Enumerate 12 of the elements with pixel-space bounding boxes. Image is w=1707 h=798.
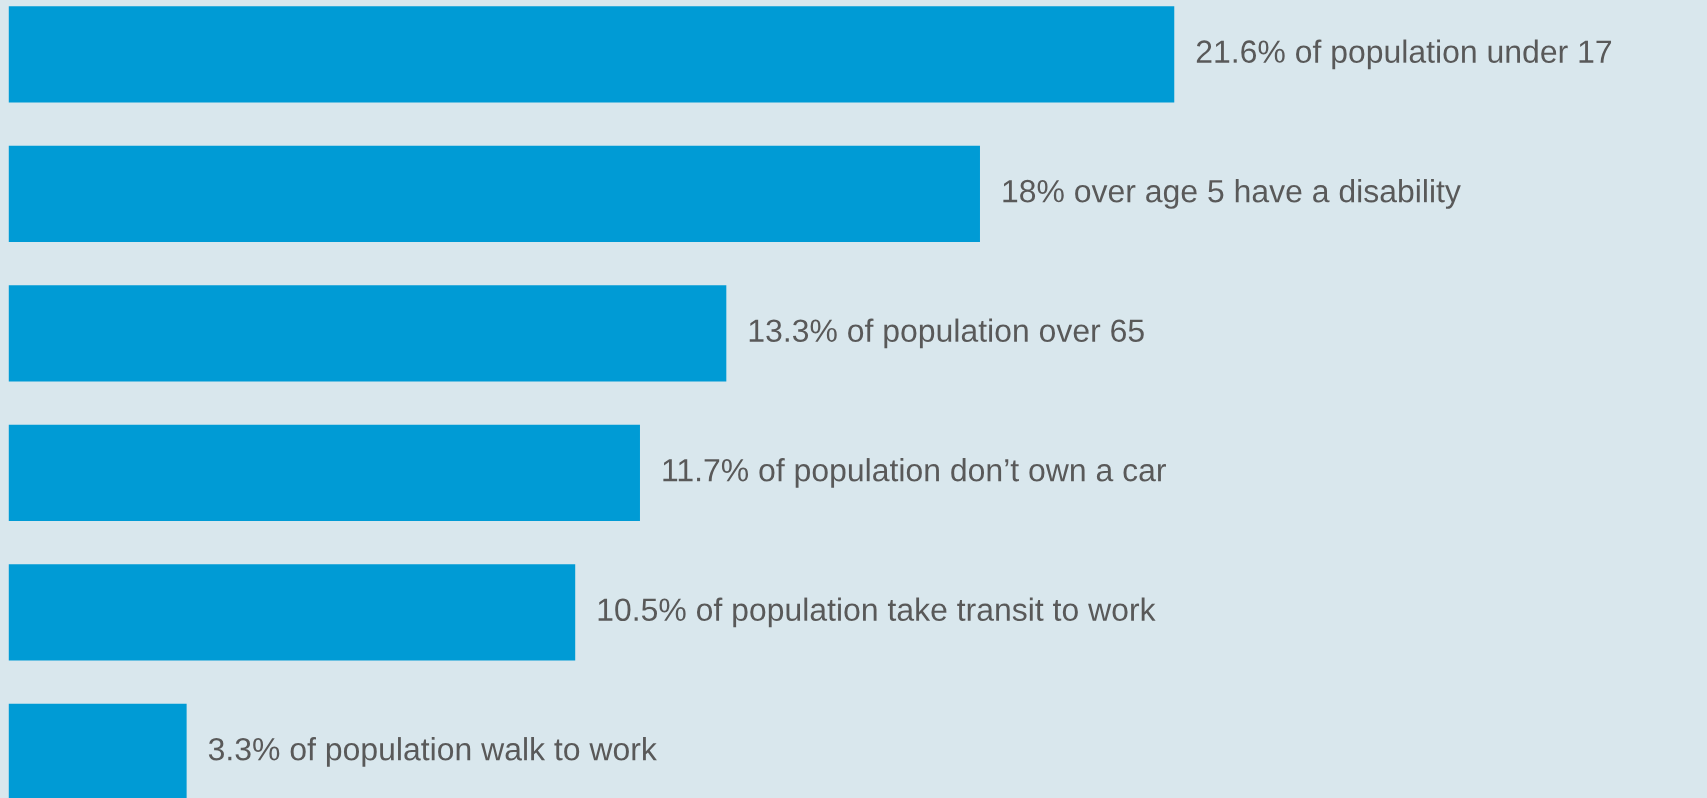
bar	[8, 285, 727, 382]
bar	[8, 145, 980, 243]
bar	[8, 6, 1175, 103]
data-label: 18% over age 5 have a disability	[1003, 179, 1461, 209]
data-label: 11.7% of population don’t own a car	[663, 458, 1166, 488]
bar	[8, 424, 640, 522]
data-label: 21.6% of population under 17	[1196, 39, 1612, 70]
data-label: 3.3% of population walk to work	[208, 737, 657, 767]
data-label: 13.3% of population over 65	[749, 318, 1144, 349]
bar	[8, 564, 576, 661]
bar	[8, 703, 187, 798]
data-label: 10.5% of population take transit to work	[598, 597, 1156, 628]
